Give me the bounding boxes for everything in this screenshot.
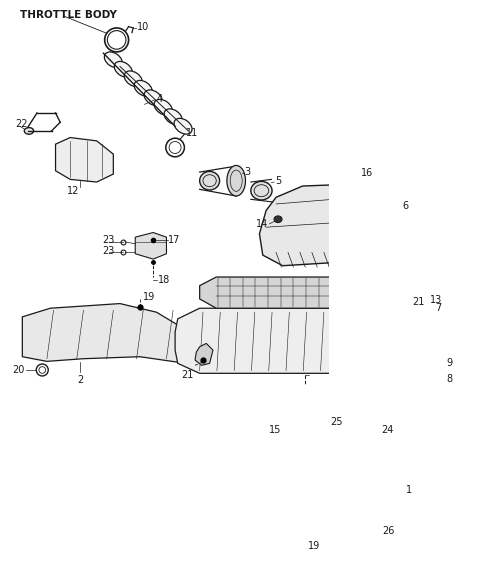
Ellipse shape: [200, 172, 219, 190]
Polygon shape: [195, 343, 213, 365]
Text: 11: 11: [186, 128, 199, 138]
Text: 2: 2: [77, 375, 83, 385]
Text: 17: 17: [168, 235, 181, 246]
Ellipse shape: [24, 128, 34, 134]
Text: 21: 21: [412, 297, 425, 306]
Text: 1: 1: [406, 484, 412, 495]
Text: 20: 20: [12, 365, 25, 375]
Ellipse shape: [104, 52, 122, 68]
Text: 10: 10: [137, 21, 149, 32]
Text: 12: 12: [67, 186, 80, 196]
Polygon shape: [284, 451, 390, 529]
Text: 14: 14: [256, 219, 268, 229]
Ellipse shape: [114, 61, 132, 77]
Text: 23: 23: [102, 246, 114, 256]
Ellipse shape: [124, 71, 142, 87]
Ellipse shape: [174, 118, 192, 134]
Ellipse shape: [134, 80, 152, 96]
Text: 9: 9: [446, 358, 452, 368]
Text: 3: 3: [244, 167, 250, 177]
Polygon shape: [135, 232, 167, 259]
Text: 18: 18: [158, 275, 170, 286]
Text: 13: 13: [430, 295, 443, 305]
Ellipse shape: [154, 99, 172, 115]
Text: 6: 6: [402, 201, 408, 211]
Text: 7: 7: [435, 303, 442, 313]
Text: 22: 22: [16, 119, 28, 129]
Ellipse shape: [342, 451, 356, 461]
Text: 25: 25: [331, 417, 343, 427]
Text: 16: 16: [361, 168, 373, 178]
Text: 24: 24: [381, 425, 393, 435]
Text: 21: 21: [182, 370, 194, 380]
Text: 15: 15: [269, 425, 281, 435]
Text: 19: 19: [308, 541, 320, 551]
Polygon shape: [23, 303, 216, 365]
Text: THROTTLE BODY: THROTTLE BODY: [20, 10, 117, 20]
Text: 4: 4: [156, 94, 163, 104]
Ellipse shape: [296, 427, 309, 433]
Polygon shape: [259, 184, 392, 266]
Polygon shape: [335, 412, 374, 451]
Ellipse shape: [274, 216, 282, 223]
Polygon shape: [175, 308, 435, 373]
Ellipse shape: [227, 165, 245, 196]
Text: 23: 23: [102, 235, 114, 246]
Polygon shape: [200, 277, 422, 308]
Text: 5: 5: [275, 176, 281, 186]
Text: 26: 26: [382, 527, 395, 536]
Ellipse shape: [251, 181, 272, 200]
Polygon shape: [56, 138, 113, 182]
Ellipse shape: [144, 90, 162, 106]
Text: 19: 19: [143, 292, 156, 302]
Text: 8: 8: [446, 373, 452, 384]
Ellipse shape: [164, 109, 182, 125]
